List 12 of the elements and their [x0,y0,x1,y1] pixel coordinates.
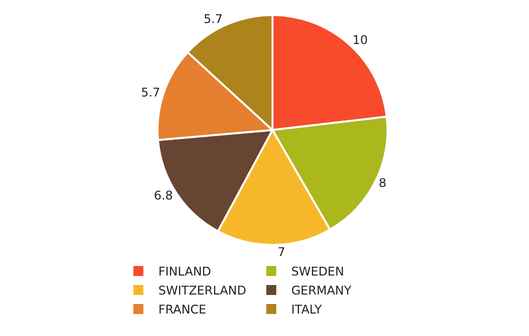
data-label: 7 [278,244,286,259]
data-label: 5.7 [141,85,160,100]
data-label: 6.8 [154,188,173,202]
legend-label: ITALY [291,302,322,317]
legend-label: FINLAND [158,264,212,279]
data-label: 8 [378,176,386,190]
data-label: 10 [352,33,368,48]
data-label: 5.7 [204,12,223,26]
legend-label: GERMANY [291,284,352,298]
legend-label: SWITZERLAND [158,284,246,298]
legend-label: SWEDEN [291,264,344,279]
legend-label: FRANCE [158,302,206,317]
